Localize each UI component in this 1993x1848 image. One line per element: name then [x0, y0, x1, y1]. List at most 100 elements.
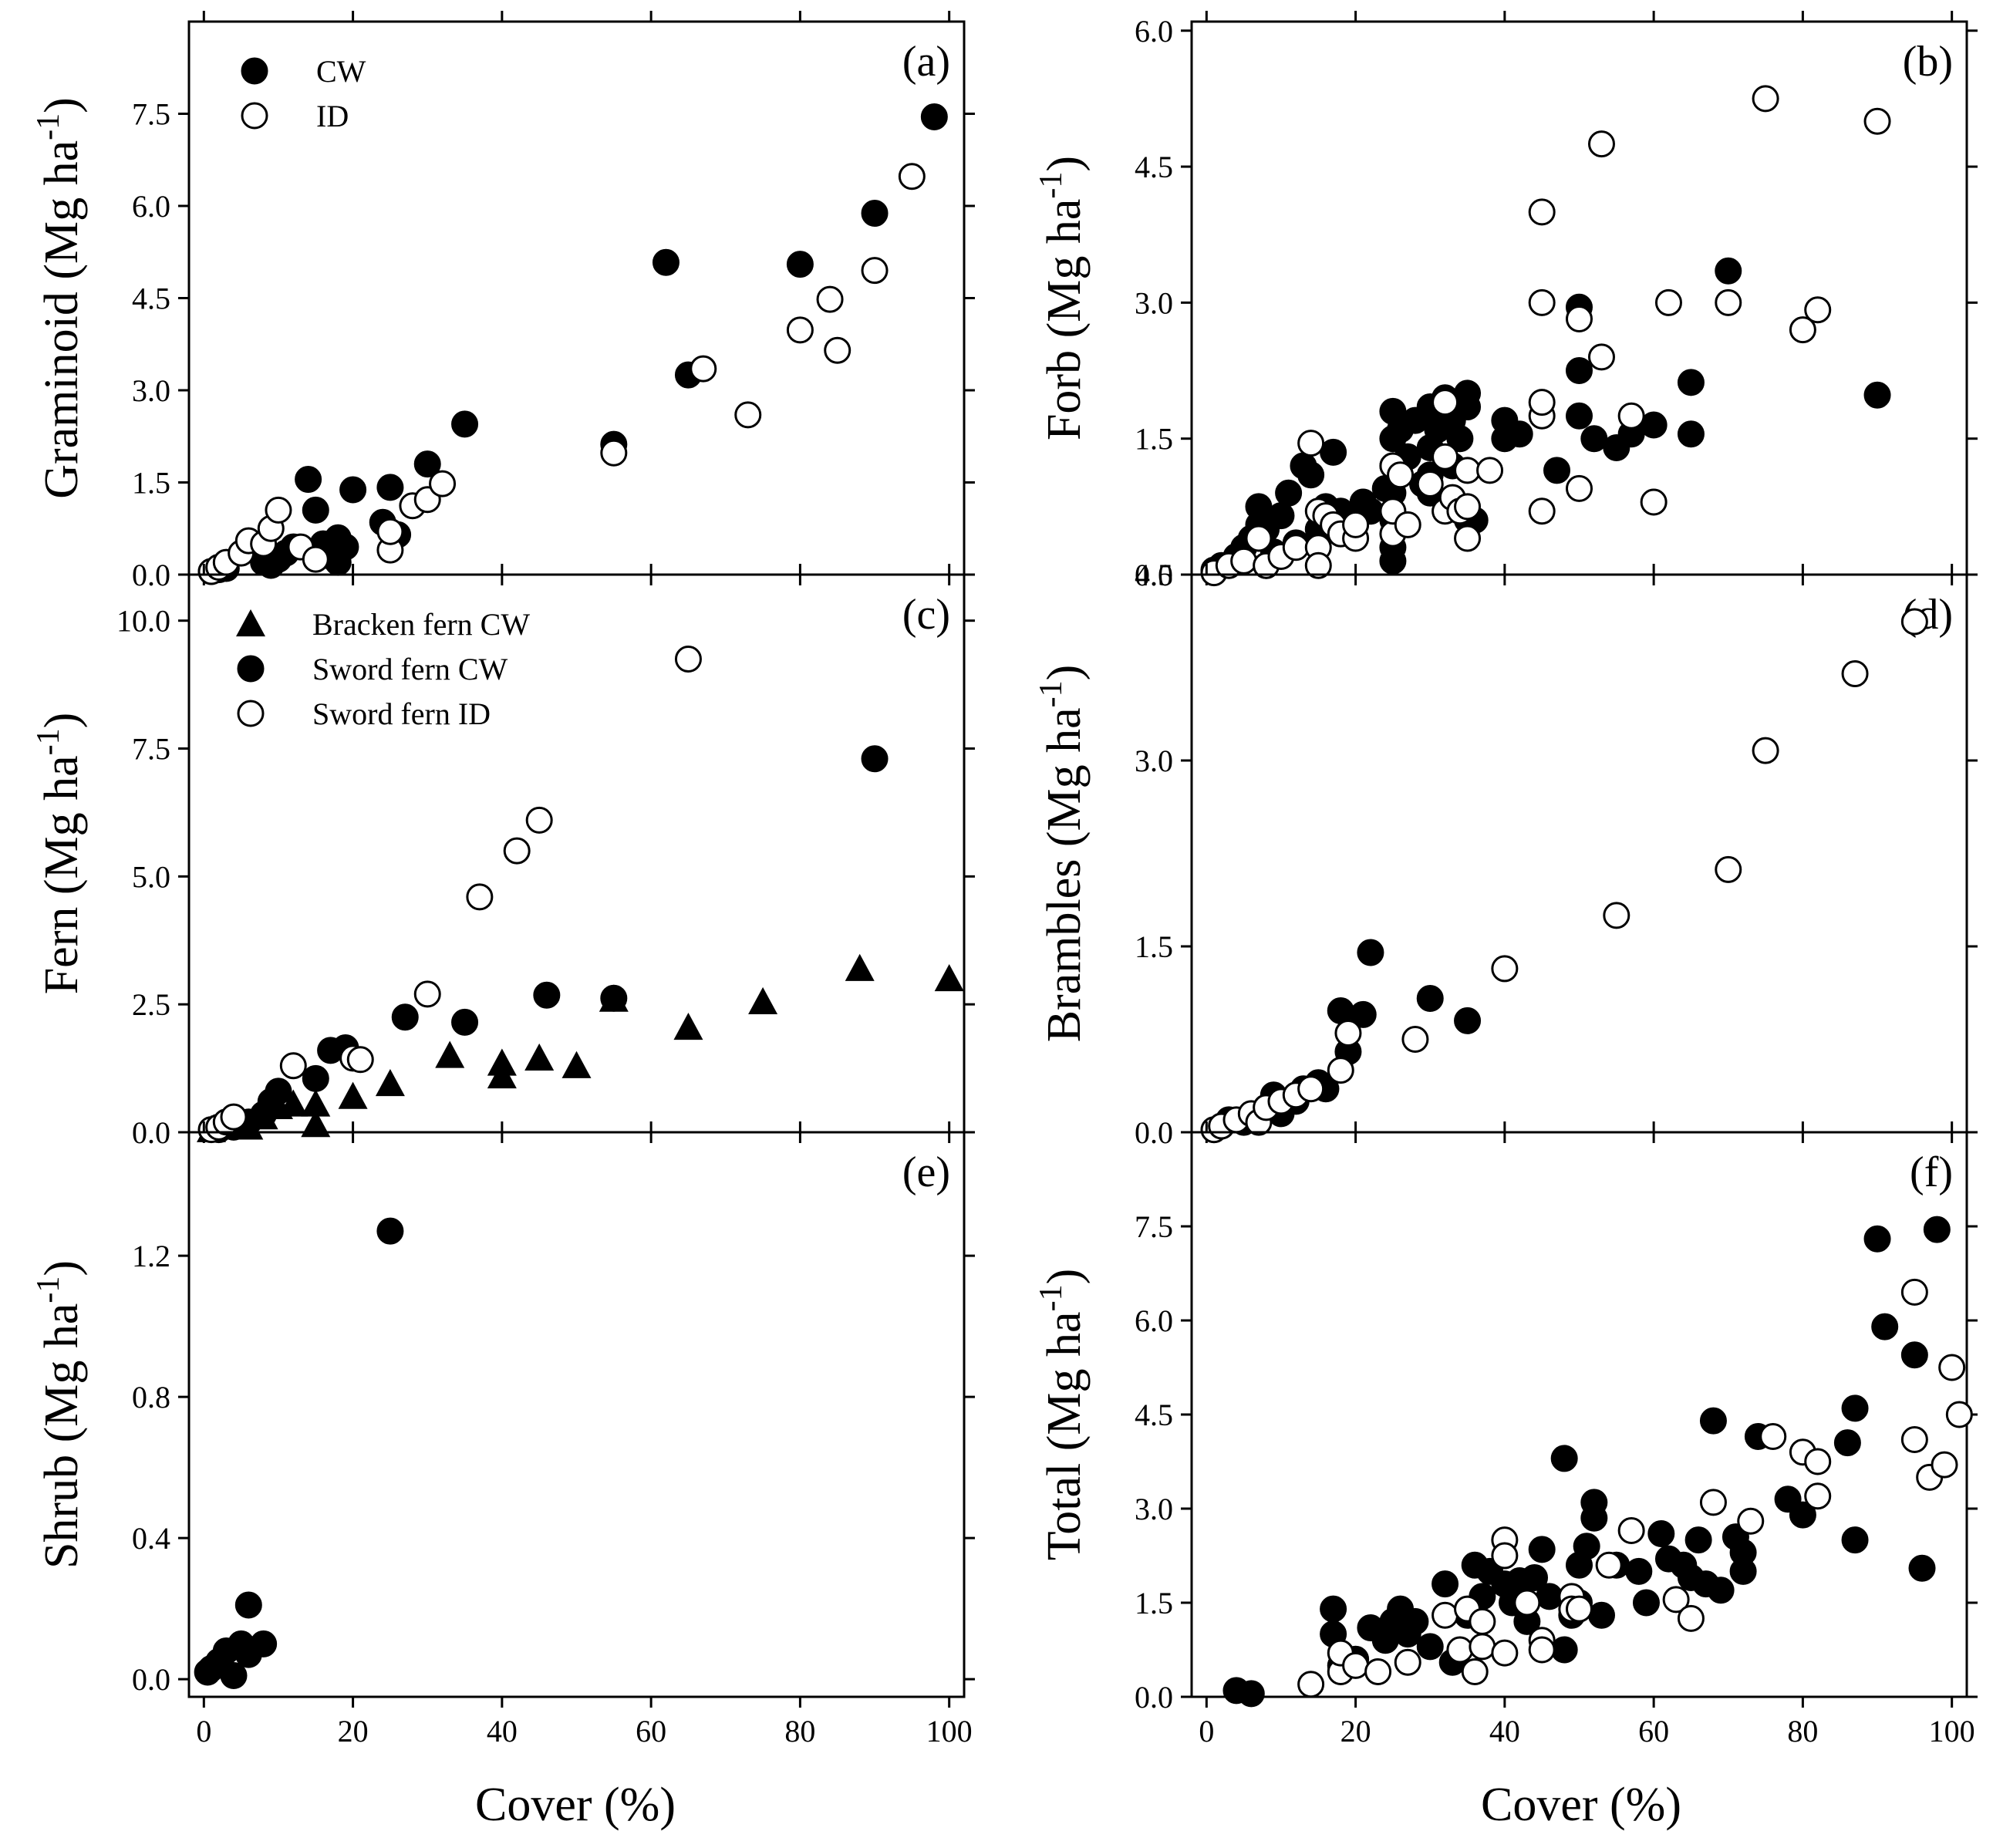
y-tick-label: 5.0	[132, 859, 170, 894]
y-tick-label: 1.5	[132, 466, 170, 501]
data-point	[376, 1217, 404, 1245]
data-point	[487, 1061, 517, 1089]
x-tick-label: 0	[1199, 1714, 1214, 1749]
y-axis-title-exponent: -1	[1034, 680, 1069, 707]
data-point	[1931, 1451, 1958, 1479]
data-point	[1841, 1394, 1869, 1422]
data-point	[332, 533, 359, 561]
data-point	[1432, 1570, 1459, 1598]
data-point	[1789, 1501, 1816, 1529]
data-point	[1275, 479, 1303, 507]
data-point	[1491, 1639, 1519, 1667]
legend-label: ID	[316, 99, 349, 133]
data-point	[1245, 524, 1273, 552]
x-tick-label: 0	[196, 1714, 211, 1749]
x-tick-label: 20	[338, 1714, 369, 1749]
data-point	[1297, 461, 1325, 489]
data-point	[1587, 1601, 1615, 1629]
y-axis-title-name: Fern	[35, 907, 88, 995]
data-point	[673, 1013, 703, 1040]
data-point	[734, 401, 762, 429]
data-point	[1647, 1520, 1675, 1548]
data-point	[600, 984, 628, 1012]
panel-label: (c)	[902, 591, 950, 639]
data-point	[1469, 1633, 1496, 1661]
data-point	[1900, 1341, 1928, 1369]
data-point	[1528, 389, 1556, 416]
data-point	[1506, 420, 1533, 448]
data-point	[339, 476, 367, 504]
data-point	[1491, 955, 1519, 983]
series-id	[197, 163, 926, 585]
x-tick-label: 60	[1638, 1714, 1669, 1749]
data-point	[220, 1103, 248, 1131]
data-point	[1461, 1657, 1489, 1685]
data-point	[413, 980, 441, 1008]
data-point	[1752, 85, 1779, 113]
data-point	[1550, 1445, 1578, 1472]
y-tick-label: 3.0	[1135, 285, 1173, 320]
x-tick-label: 100	[1929, 1714, 1975, 1749]
data-point	[1432, 1601, 1459, 1629]
data-point	[600, 439, 628, 467]
data-point	[1432, 443, 1459, 470]
data-point	[302, 496, 329, 524]
data-point	[1587, 343, 1615, 371]
data-point	[1632, 1589, 1660, 1617]
data-point	[1677, 420, 1705, 448]
data-point	[302, 545, 329, 573]
x-tick-label: 80	[1787, 1714, 1818, 1749]
data-point	[338, 1081, 368, 1109]
data-point	[1662, 1586, 1690, 1614]
data-point	[1543, 457, 1571, 484]
data-point	[1536, 1583, 1563, 1610]
data-point	[1416, 470, 1444, 497]
data-point	[1804, 296, 1832, 324]
y-tick-label: 7.5	[1135, 1209, 1173, 1244]
y-axis-title-unit: (Mg ha	[1038, 199, 1091, 350]
data-point	[301, 1089, 331, 1117]
y-axis-title: Total (Mg ha-1)	[1034, 1269, 1091, 1560]
series-id	[1200, 608, 1928, 1144]
y-tick-label: 6.0	[1135, 14, 1173, 49]
y-axis-title-close: )	[1038, 1269, 1091, 1285]
data-point	[413, 450, 441, 478]
legend-label: Sword fern ID	[312, 696, 491, 731]
data-point	[376, 518, 404, 545]
data-point	[1297, 1671, 1325, 1698]
x-tick-label: 40	[487, 1714, 518, 1749]
data-point	[748, 986, 778, 1015]
y-tick-label: 2.5	[132, 987, 170, 1022]
data-point	[1432, 389, 1459, 416]
data-point	[302, 1064, 329, 1092]
legend-label: CW	[316, 54, 366, 89]
data-point	[1566, 474, 1593, 502]
data-point	[435, 1040, 465, 1068]
data-point	[1282, 534, 1310, 561]
data-point	[1677, 1604, 1705, 1632]
data-point	[234, 1591, 262, 1619]
y-tick-label: 1.5	[1135, 1586, 1173, 1620]
data-point	[1387, 461, 1415, 489]
data-point	[278, 1089, 309, 1117]
chart-panel-d: 0.01.53.04.5(d)Brambles (Mg ha-1)	[1034, 558, 1978, 1150]
data-point	[1297, 430, 1325, 457]
chart-panel-e: 0.0 0.4 0.8 1.2 0 20 40 60 80 100 (e) Shrub (Mg ha-…	[31, 1121, 975, 1749]
data-point	[1469, 1607, 1496, 1635]
data-point	[533, 981, 561, 1009]
data-point	[1267, 502, 1295, 530]
data-point	[1573, 1533, 1600, 1560]
series-cw	[194, 1217, 404, 1690]
y-tick-label: 0.0	[132, 1115, 170, 1150]
y-tick-label: 0.0	[132, 1662, 170, 1697]
y-tick-label: 3.0	[132, 373, 170, 408]
y-axis-title-exponent: -1	[31, 728, 66, 755]
y-axis-title-exponent: -1	[1034, 1284, 1069, 1311]
data-point	[265, 1077, 292, 1105]
x-axis-title-left: Cover (%)	[475, 1779, 676, 1831]
legend-label: Bracken fern CW	[312, 607, 530, 642]
data-point	[1446, 1636, 1474, 1664]
legend: Bracken fern CW Sword fern CW Sword fern I…	[236, 607, 530, 731]
x-tick-label: 60	[636, 1714, 666, 1749]
y-axis-title-unit: (Mg ha	[1038, 1311, 1091, 1462]
